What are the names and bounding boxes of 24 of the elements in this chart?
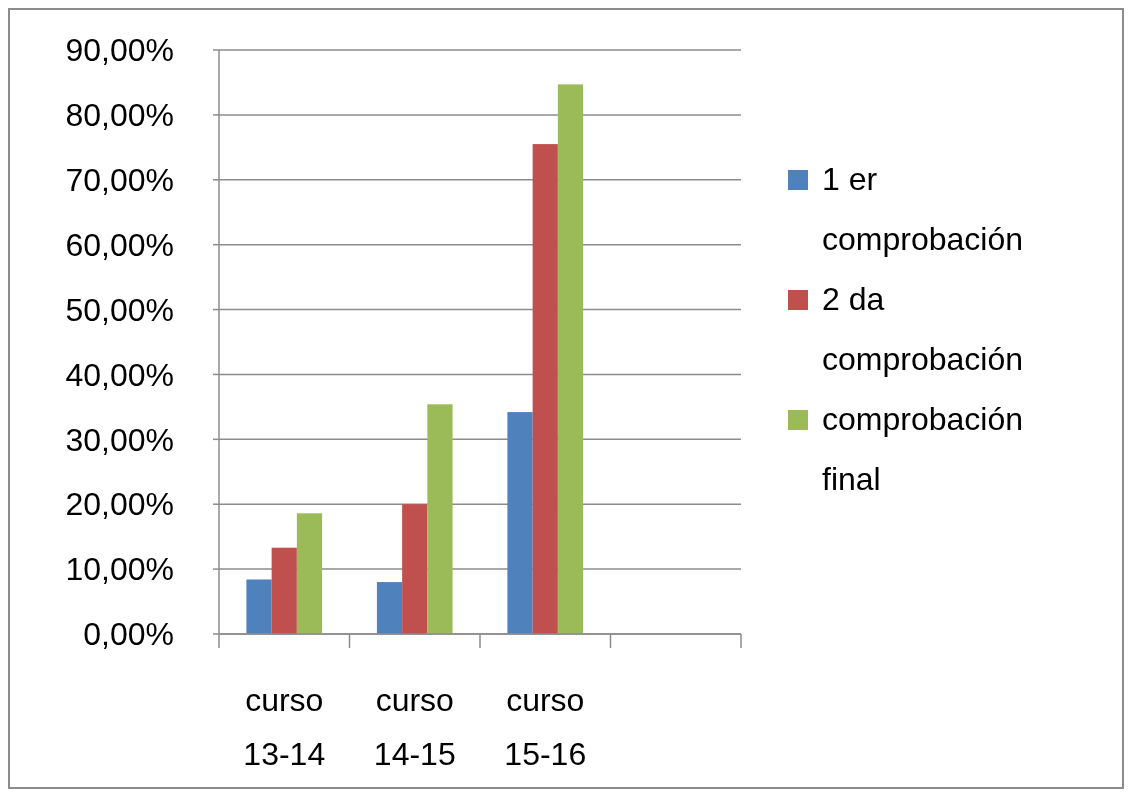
x-tick-label: curso 13-14 — [243, 682, 326, 772]
y-tick-label: 60,00% — [65, 226, 174, 263]
x-tick-label: curso 14-15 — [373, 682, 456, 772]
bar — [557, 84, 584, 634]
bar — [376, 582, 403, 634]
bar — [296, 513, 323, 634]
y-tick-label: 50,00% — [65, 291, 174, 328]
legend-label: 1 er comprobación — [822, 161, 1023, 257]
bar — [402, 504, 428, 634]
bar — [246, 579, 272, 634]
bar — [271, 547, 297, 634]
bar — [427, 404, 453, 634]
y-tick-label: 30,00% — [65, 421, 174, 458]
y-tick-label: 70,00% — [65, 161, 174, 198]
legend-label: comprobación final — [822, 401, 1023, 497]
y-tick-label: 10,00% — [65, 551, 174, 588]
x-tick-label: curso 15-16 — [504, 682, 587, 772]
y-tick-label: 20,00% — [65, 486, 174, 523]
bar — [507, 412, 533, 634]
y-tick-label: 80,00% — [65, 97, 174, 134]
y-tick-label: 0,00% — [83, 616, 174, 653]
bar — [532, 144, 558, 634]
y-tick-label: 40,00% — [65, 356, 174, 393]
y-tick-label: 90,00% — [65, 32, 174, 69]
